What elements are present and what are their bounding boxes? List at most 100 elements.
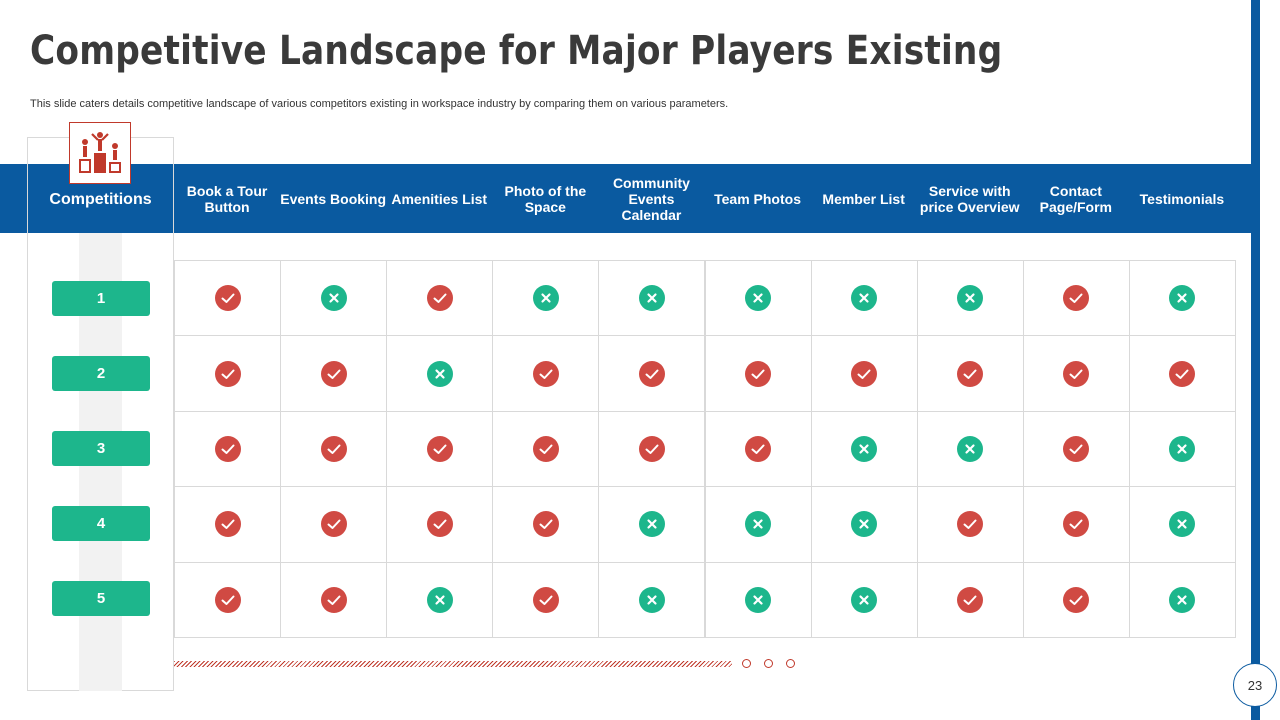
competitor-badge: 3 (52, 431, 150, 466)
table-cell (1128, 486, 1236, 563)
check-icon (957, 511, 984, 538)
cross-icon (1169, 285, 1196, 312)
page-number: 23 (1233, 663, 1277, 707)
cross-icon (532, 285, 559, 312)
check-icon (532, 435, 559, 462)
table-cell (916, 561, 1024, 638)
competitor-badge: 2 (52, 356, 150, 391)
table-header-band (0, 164, 1251, 233)
cross-icon (1169, 435, 1196, 462)
check-icon (1063, 360, 1090, 387)
check-icon (957, 360, 984, 387)
table-cell (1128, 561, 1236, 638)
table-cell (386, 486, 494, 563)
table-cell (492, 486, 600, 563)
column-header: Book a Tour Button (186, 182, 268, 215)
table-cell (492, 335, 600, 412)
table-cell (174, 486, 282, 563)
check-icon (320, 360, 347, 387)
check-icon (214, 586, 241, 613)
table-cell (492, 260, 600, 337)
check-icon (426, 511, 453, 538)
right-accent-bar (1251, 0, 1260, 720)
table-cell (916, 410, 1024, 488)
table-cell (598, 335, 706, 412)
column-header: Events Booking (280, 190, 387, 207)
column-header: Photo of the Space (504, 182, 587, 215)
table-cell (492, 410, 600, 488)
table-cell (386, 561, 494, 638)
column-header: Service with price Overview (919, 182, 1020, 215)
check-icon (532, 586, 559, 613)
check-icon (426, 285, 453, 312)
cross-icon (426, 360, 453, 387)
page-title: Competitive Landscape for Major Players … (30, 28, 1003, 74)
check-icon (1063, 435, 1090, 462)
table-cell (598, 260, 706, 337)
decorative-dots (742, 659, 795, 668)
column-header: Testimonials (1139, 190, 1225, 207)
table-cell (704, 561, 812, 638)
cross-icon (320, 285, 347, 312)
table-cell (916, 260, 1024, 337)
table-cell (704, 410, 812, 488)
cross-icon (851, 435, 878, 462)
table-cell (704, 486, 812, 563)
competitor-badge: 1 (52, 281, 150, 316)
column-header: Member List (822, 190, 905, 207)
table-cell (704, 335, 812, 412)
table-cell (280, 335, 388, 412)
check-icon (1063, 285, 1090, 312)
check-icon (532, 511, 559, 538)
table-cell (1022, 486, 1130, 563)
decorative-dot (764, 659, 773, 668)
table-cell (386, 410, 494, 488)
table-cell (280, 410, 388, 488)
check-icon (426, 435, 453, 462)
table-cell (810, 561, 918, 638)
cross-icon (745, 285, 772, 312)
table-cell (810, 410, 918, 488)
cross-icon (851, 511, 878, 538)
table-cell (810, 335, 918, 412)
cross-icon (638, 285, 665, 312)
table-cell (1128, 260, 1236, 337)
competitor-badge: 4 (52, 506, 150, 541)
column-header: Contact Page/Form (1039, 182, 1113, 215)
check-icon (532, 360, 559, 387)
table-cell (598, 410, 706, 488)
podium-icon (69, 122, 131, 184)
table-cell (1022, 335, 1130, 412)
competitor-badge: 5 (52, 581, 150, 616)
table-cell (280, 561, 388, 638)
table-cell (916, 335, 1024, 412)
cross-icon (638, 511, 665, 538)
table-cell (174, 260, 282, 337)
check-icon (214, 285, 241, 312)
check-icon (1063, 511, 1090, 538)
cross-icon (745, 511, 772, 538)
check-icon (214, 435, 241, 462)
check-icon (320, 511, 347, 538)
column-header: Amenities List (391, 190, 488, 207)
cross-icon (851, 586, 878, 613)
cross-icon (426, 586, 453, 613)
table-cell (598, 561, 706, 638)
table-cell (1022, 410, 1130, 488)
page-subtitle: This slide caters details competitive la… (30, 98, 729, 110)
table-cell (386, 260, 494, 337)
table-cell (280, 260, 388, 337)
table-cell (174, 410, 282, 488)
check-icon (214, 360, 241, 387)
table-cell (280, 486, 388, 563)
table-cell (598, 486, 706, 563)
table-cell (492, 561, 600, 638)
check-icon (638, 360, 665, 387)
cross-icon (638, 586, 665, 613)
table-cell (174, 561, 282, 638)
decorative-hatch-line (174, 661, 732, 667)
table-cell (704, 260, 812, 337)
check-icon (957, 586, 984, 613)
table-cell (1022, 260, 1130, 337)
cross-icon (957, 285, 984, 312)
